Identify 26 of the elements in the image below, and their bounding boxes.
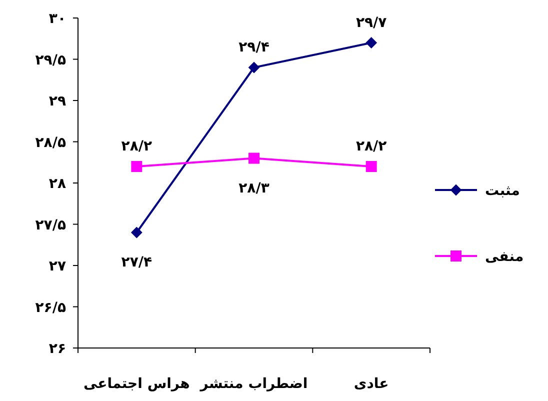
point (366, 161, 377, 172)
x-tick-label: عادی (354, 376, 389, 392)
data-label: ۲۸/۲ (356, 138, 388, 154)
y-tick-label: ۲۶/۵ (35, 300, 66, 316)
point (366, 37, 377, 48)
point (248, 62, 260, 73)
x-tick-label: هراس اجتماعی (83, 376, 190, 392)
y-tick-label: ۲۸/۵ (35, 134, 66, 151)
y-tick-label: ۲۸ (48, 176, 66, 192)
point (131, 227, 142, 238)
point (248, 152, 260, 164)
data-label: ۲۹/۴ (238, 40, 270, 56)
legend-label: منفی (485, 249, 524, 265)
point (131, 161, 142, 172)
legend-label: مثبت (485, 183, 520, 199)
y-tick-label: ۲۶ (48, 341, 66, 357)
y-tick-label: ۳۰ (48, 11, 66, 27)
data-label: ۲۸/۳ (238, 180, 270, 196)
y-tick-label: ۲۷/۵ (35, 217, 66, 234)
x-tick-label: اضطراب منتشر (199, 376, 308, 392)
y-tick-label: ۲۹ (48, 94, 66, 110)
y-tick-label: ۲۹/۵ (35, 52, 66, 68)
data-label: ۲۷/۴ (121, 254, 152, 270)
data-label: ۲۹/۷ (356, 14, 388, 31)
y-tick-label: ۲۷ (48, 258, 66, 274)
data-label: ۲۸/۲ (121, 138, 152, 154)
